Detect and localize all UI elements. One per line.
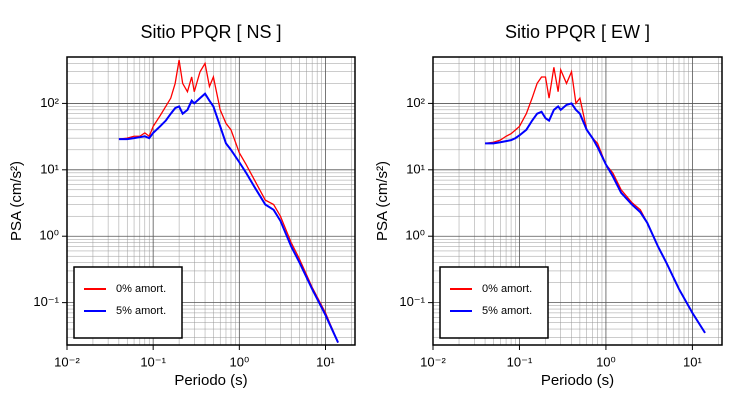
x-tick-label: 10⁰	[229, 354, 249, 369]
plot-frame	[66, 56, 356, 346]
x-tick-label: 10⁻¹	[507, 354, 533, 369]
y-axis-label: PSA (cm/s²)	[8, 161, 25, 241]
legend-label: 0% amort.	[116, 283, 166, 295]
legend-label: 5% amort.	[482, 305, 532, 317]
x-tick-label: 10⁰	[596, 354, 616, 369]
y-tick-label: 10⁻¹	[399, 294, 425, 309]
x-tick-label: 10⁻²	[420, 354, 446, 369]
y-tick-label: 10⁰	[39, 228, 59, 243]
y-tick-label: 10⁰	[405, 228, 425, 243]
chart-title: Sitio PPQR [ NS ]	[140, 22, 281, 42]
y-tick-label: 10⁻¹	[33, 294, 59, 309]
legend-label: 0% amort.	[482, 283, 532, 295]
plot-frame	[432, 56, 723, 346]
chart-title: Sitio PPQR [ EW ]	[505, 22, 650, 42]
x-axis-label: Periodo (s)	[541, 372, 614, 389]
legend-label: 5% amort.	[116, 305, 166, 317]
y-tick-label: 10²	[406, 95, 425, 110]
legend-box	[439, 266, 549, 339]
y-tick-label: 10¹	[406, 161, 425, 176]
y-tick-label: 10¹	[40, 161, 59, 176]
x-axis-label: Periodo (s)	[174, 372, 247, 389]
data-line	[485, 102, 706, 334]
x-tick-label: 10¹	[683, 354, 702, 369]
y-axis-label: PSA (cm/s²)	[374, 161, 391, 241]
y-tick-label: 10²	[40, 95, 59, 110]
data-line	[118, 92, 339, 344]
data-line	[118, 59, 339, 343]
x-tick-label: 10⁻²	[54, 354, 80, 369]
legend-box	[73, 266, 183, 339]
x-tick-label: 10¹	[316, 354, 335, 369]
x-tick-label: 10⁻¹	[140, 354, 166, 369]
